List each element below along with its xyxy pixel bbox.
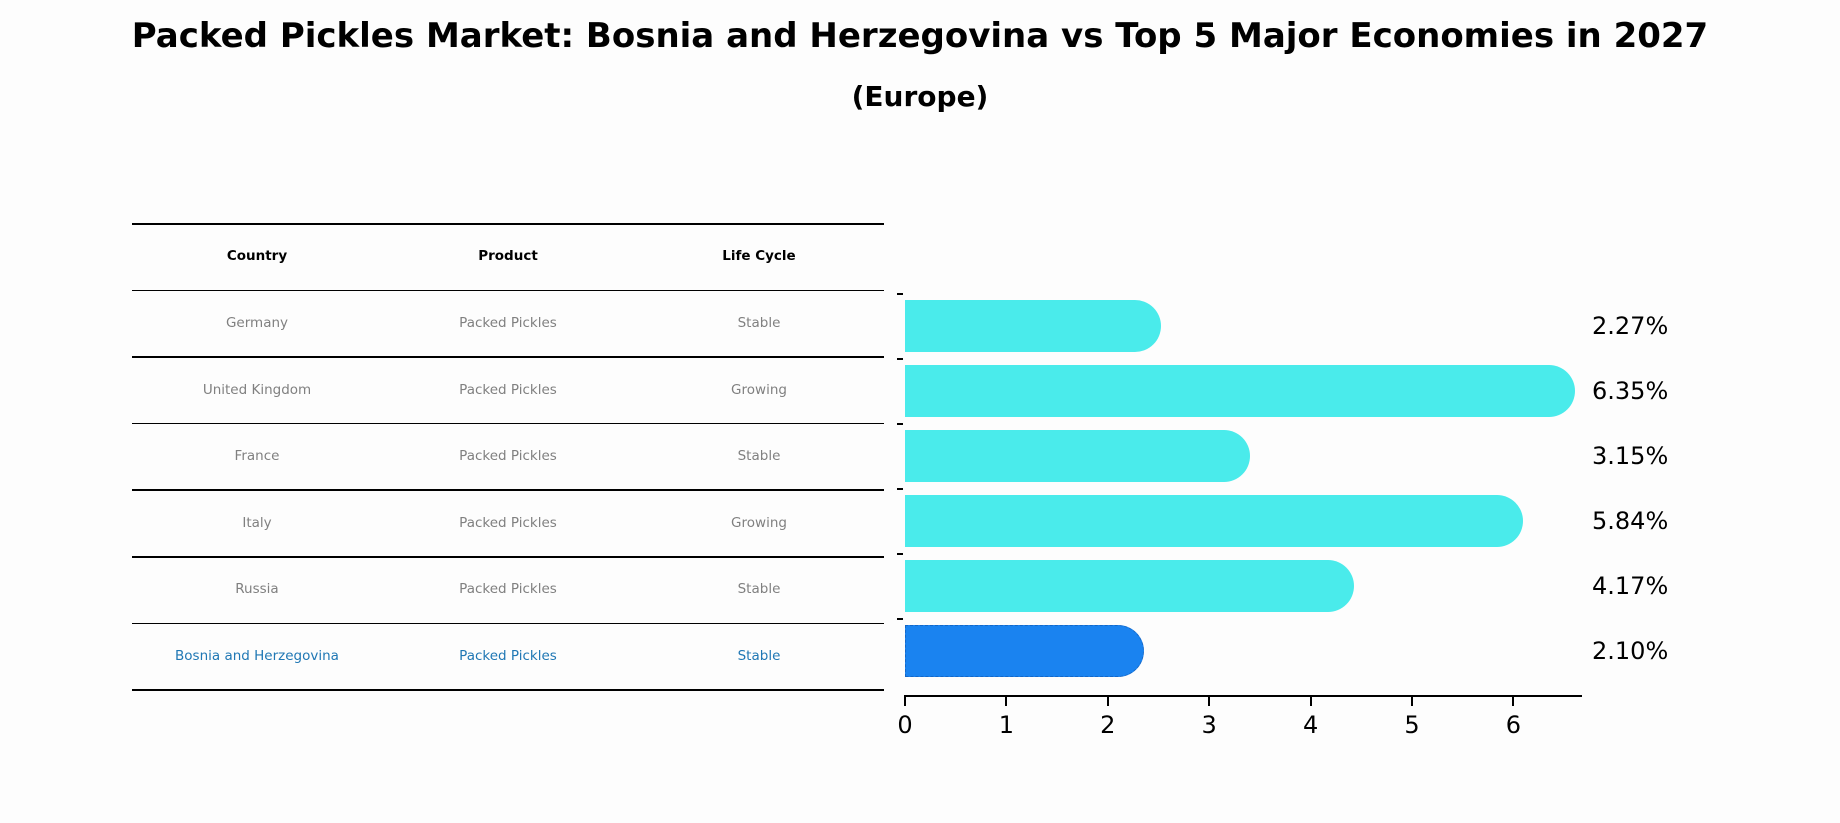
y-tick: [897, 488, 903, 490]
table-cell: Stable: [737, 448, 781, 465]
x-tick: [1208, 697, 1211, 706]
x-tick: [1106, 697, 1109, 706]
y-tick: [897, 553, 903, 555]
table-divider: [132, 356, 884, 358]
table-divider: [132, 489, 884, 491]
x-tick-label: 6: [1505, 711, 1522, 739]
column-header: Country: [226, 248, 288, 265]
table-divider: [132, 289, 884, 292]
table-cell: Stable: [737, 647, 781, 664]
table-divider: [132, 422, 884, 425]
value-label: 4.17%: [1592, 572, 1669, 600]
x-tick-label: 0: [897, 711, 913, 739]
table-divider: [132, 689, 884, 691]
column-header: Life Cycle: [722, 248, 796, 265]
table-cell: Packed Pickles: [459, 514, 557, 531]
table-cell: Russia: [235, 581, 279, 598]
x-tick-label: 4: [1302, 711, 1319, 739]
table-cell: Germany: [225, 314, 289, 331]
bar-france: [905, 430, 1251, 482]
x-tick: [904, 697, 906, 706]
table-cell: United Kingdom: [202, 381, 312, 398]
table-cell: Italy: [242, 514, 272, 531]
table-cell: Packed Pickles: [459, 647, 557, 664]
x-tick: [1411, 697, 1413, 706]
value-label: 5.84%: [1592, 507, 1669, 535]
bar-italy: [905, 495, 1524, 547]
y-tick: [897, 358, 903, 360]
table-divider: [132, 556, 884, 558]
y-tick: [897, 423, 903, 425]
y-tick: [897, 618, 903, 620]
value-label: 2.10%: [1592, 637, 1669, 665]
table-cell: Packed Pickles: [459, 581, 557, 598]
table-cell: Packed Pickles: [459, 314, 557, 331]
value-label: 2.27%: [1592, 312, 1669, 340]
table-cell: Growing: [731, 514, 787, 531]
x-tick-label: 3: [1201, 711, 1217, 739]
table-cell: Growing: [731, 381, 787, 398]
x-tick-label: 5: [1404, 711, 1420, 739]
table-divider: [132, 622, 884, 625]
x-tick: [1309, 697, 1312, 706]
bar-united-kingdom: [905, 365, 1575, 417]
bar-russia: [905, 560, 1354, 612]
table-cell: Stable: [737, 314, 781, 331]
x-tick: [1512, 697, 1515, 706]
table-cell: Stable: [737, 581, 781, 598]
column-header: Product: [478, 248, 538, 265]
x-tick: [1005, 697, 1008, 706]
x-tick-label: 2: [1100, 711, 1116, 739]
x-tick-label: 1: [998, 711, 1015, 739]
x-axis: [904, 695, 1582, 697]
table-divider: [132, 223, 884, 225]
table-cell: Packed Pickles: [459, 381, 557, 398]
table-cell: Packed Pickles: [459, 448, 557, 465]
bar-germany: [905, 300, 1162, 352]
table-cell: Bosnia and Herzegovina: [175, 647, 339, 664]
value-label: 6.35%: [1592, 377, 1669, 405]
chart-subtitle: (Europe): [851, 80, 989, 113]
chart-title: Packed Pickles Market: Bosnia and Herzeg…: [131, 16, 1709, 56]
bar-bosnia-and-herzegovina: [905, 625, 1144, 677]
table-cell: France: [234, 448, 280, 465]
y-tick: [897, 293, 903, 295]
value-label: 3.15%: [1592, 442, 1669, 470]
